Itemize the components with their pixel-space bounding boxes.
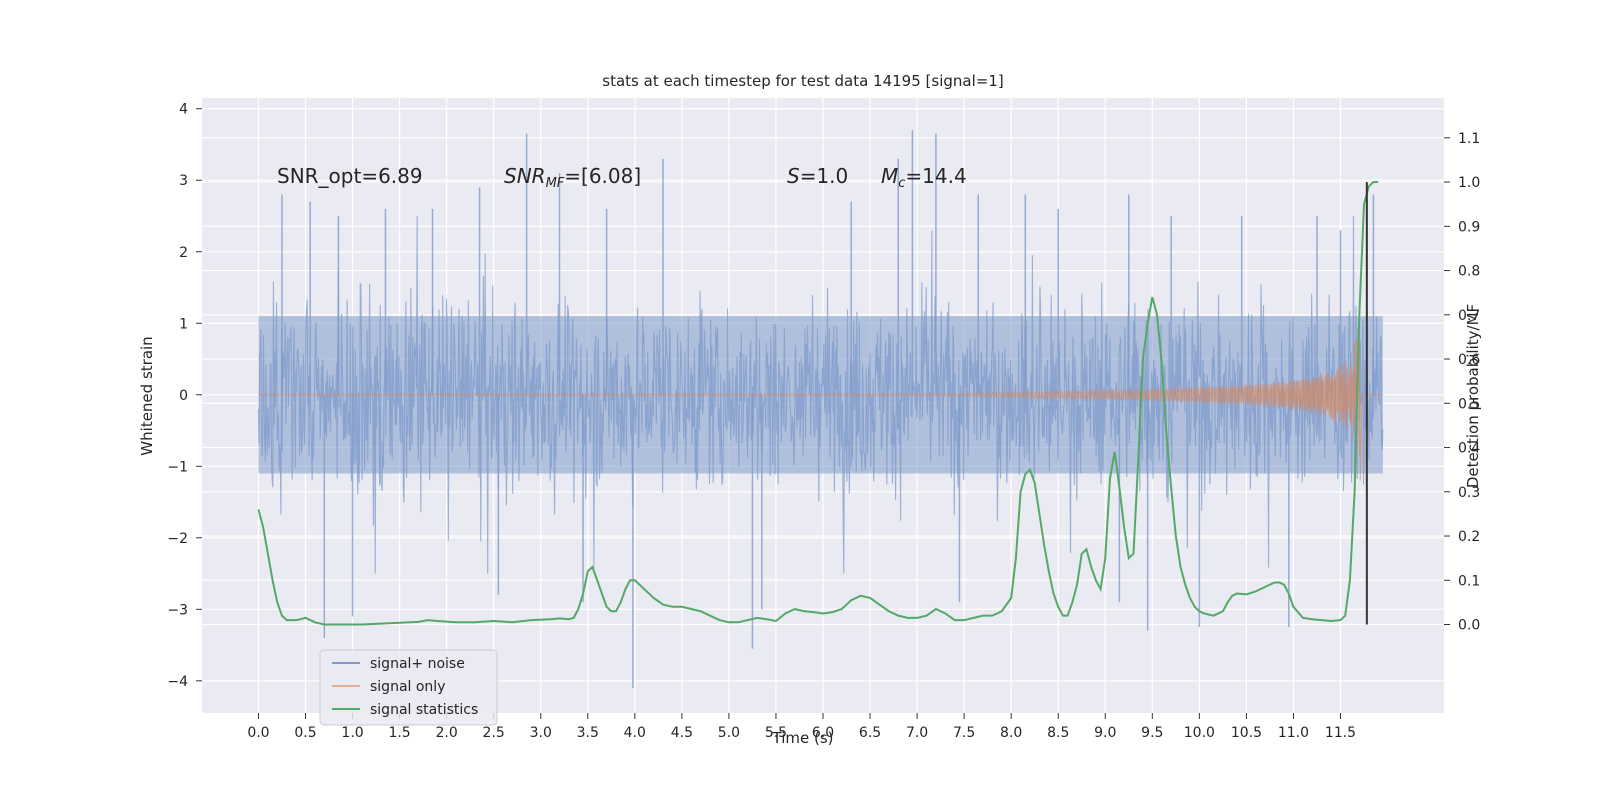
y-right-tick-label: 0.8: [1458, 264, 1480, 280]
x-tick-label: 6.0: [812, 725, 834, 741]
x-tick-label: 3.0: [530, 725, 552, 741]
right-y-axis-ticks: 1.1 1.0 0.9 0.8 0.7 0.6 0.5 0.4 0.3 0.2 0.1 0.0: [1444, 131, 1480, 634]
left-y-axis-ticks: 4 3 2 1 0 −1 −2 −3 −4: [167, 102, 202, 690]
legend-label-statistics: signal statistics: [370, 702, 478, 718]
signal-trace: [258, 326, 1383, 481]
y-left-tick-label: −2: [167, 531, 188, 547]
annotation-mc-var: M: [881, 164, 898, 188]
x-tick-label: 11.0: [1278, 725, 1309, 741]
y-right-tick-label: 0.2: [1458, 529, 1480, 545]
x-tick-label: 5.5: [765, 725, 787, 741]
x-tick-label: 9.0: [1094, 725, 1116, 741]
y-right-tick-label: 1.0: [1458, 175, 1480, 191]
legend-label-noise: signal+ noise: [370, 656, 465, 672]
y-right-tick-label: 0.9: [1458, 219, 1480, 235]
x-tick-label: 1.0: [341, 725, 363, 741]
x-tick-label: 10.0: [1184, 725, 1215, 741]
legend-label-signal: signal only: [370, 679, 445, 695]
x-tick-label: 11.5: [1325, 725, 1356, 741]
annotation-snr-mf-value: =[6.08]: [564, 164, 641, 188]
y-axis-label-left: Whitened strain: [138, 336, 156, 455]
x-tick-label: 5.0: [718, 725, 740, 741]
annotation-mc: Mc=14.4: [881, 164, 967, 191]
y-right-tick-label: 0.5: [1458, 396, 1480, 412]
x-tick-label: 2.0: [436, 725, 458, 741]
x-axis-ticks: 0.0 0.5 1.0 1.5 2.0 2.5 3.0 3.5 4.0 4.5 5.0 5.5 6.0 6…: [247, 713, 1356, 741]
legend-box: [319, 649, 498, 726]
y-right-tick-label: 0.3: [1458, 485, 1480, 501]
signal-series: [258, 326, 1383, 481]
statistics-trace: [257, 181, 1379, 626]
y-left-tick-label: −1: [167, 459, 188, 475]
annotation-snr-mf: SNRMF=[6.08]: [504, 164, 641, 191]
x-axis-label: Time (s): [772, 729, 834, 747]
y-right-tick-label: 1.1: [1458, 131, 1480, 147]
x-tick-label: 2.5: [483, 725, 505, 741]
legend: signal+ noise signal only signal statist…: [319, 649, 498, 726]
y-left-tick-label: −4: [167, 674, 188, 690]
y-right-tick-label: 0.6: [1458, 352, 1480, 368]
x-tick-label: 3.5: [577, 725, 599, 741]
x-tick-label: 4.5: [671, 725, 693, 741]
x-tick-label: 10.5: [1231, 725, 1262, 741]
annotation-mc-sub: c: [898, 176, 905, 191]
y-right-tick-label: 0.4: [1458, 441, 1480, 457]
y-left-tick-label: 2: [179, 245, 188, 261]
annotation-s-var: S: [787, 164, 800, 188]
annotation-s-value: =1.0: [800, 164, 849, 188]
x-tick-label: 8.5: [1047, 725, 1069, 741]
x-tick-label: 7.5: [953, 725, 975, 741]
x-tick-label: 6.5: [859, 725, 881, 741]
y-left-tick-label: 3: [179, 173, 188, 189]
x-tick-label: 0.5: [294, 725, 316, 741]
x-tick-label: 9.5: [1141, 725, 1163, 741]
x-tick-label: 8.0: [1000, 725, 1022, 741]
x-tick-label: 0.0: [247, 725, 269, 741]
x-tick-label: 1.5: [388, 725, 410, 741]
x-tick-label: 7.0: [906, 725, 928, 741]
y-axis-label-right: Detection probability/MF: [1464, 304, 1482, 488]
y-left-tick-label: 0: [179, 388, 188, 404]
y-right-tick-label: 0.7: [1458, 308, 1480, 324]
annotation-mc-value: =14.4: [905, 164, 966, 188]
chart-title: stats at each timestep for test data 141…: [602, 72, 1003, 90]
annotation-snr-mf-base: SNR: [504, 164, 546, 188]
annotation-snr-mf-sub: MF: [546, 176, 565, 191]
y-left-tick-label: 1: [179, 316, 188, 332]
y-right-tick-label: 0.1: [1458, 573, 1480, 589]
annotation-s: S=1.0: [787, 164, 848, 188]
x-tick-label: 4.0: [624, 725, 646, 741]
annotation-snr-opt: SNR_opt=6.89: [277, 164, 423, 188]
y-right-tick-label: 0.0: [1458, 618, 1480, 634]
y-left-tick-label: −3: [167, 602, 188, 618]
y-left-tick-label: 4: [179, 102, 188, 118]
statistics-series: [257, 181, 1379, 626]
